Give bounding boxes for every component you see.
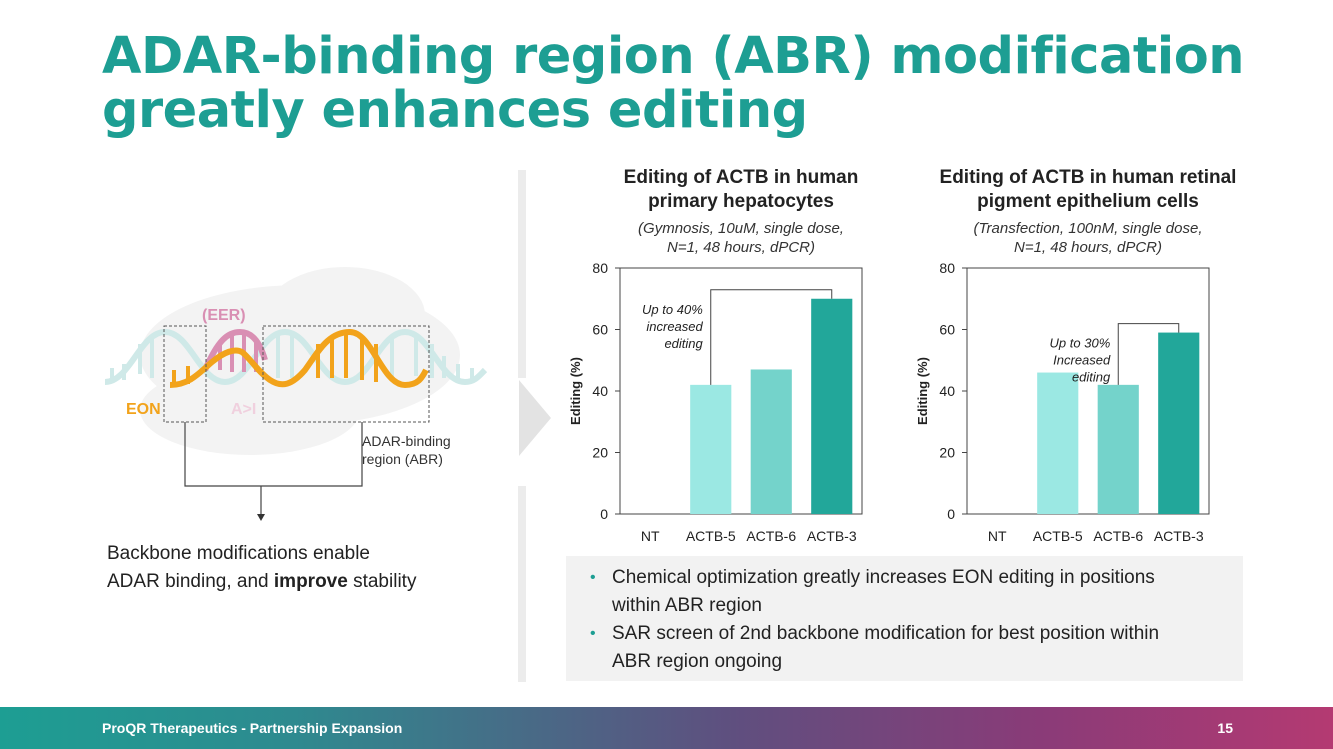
y-tick-label: 80 — [592, 260, 608, 276]
bar — [690, 384, 732, 514]
abr-label: ADAR-binding region (ABR) — [362, 433, 451, 467]
bar — [1158, 332, 1200, 514]
chart-subtitle: (Gymnosis, 10uM, single dose, N=1, 48 ho… — [638, 220, 844, 256]
y-tick-label: 60 — [592, 322, 608, 338]
vertical-divider-top — [518, 170, 526, 378]
eer-strand — [202, 328, 268, 372]
annotation-text: Increased — [1053, 353, 1111, 368]
arrow-right-icon — [519, 380, 551, 456]
bullet-dot-icon: • — [590, 625, 596, 642]
y-tick-label: 40 — [939, 383, 955, 399]
page-number: 15 — [1217, 720, 1233, 736]
y-tick-label: 0 — [947, 506, 955, 522]
annotation-text: Up to 40% — [642, 302, 703, 317]
eon-base-pairs — [172, 334, 378, 386]
bar — [1037, 372, 1079, 514]
eon-strand — [169, 328, 429, 389]
eon-dashed-box — [163, 325, 207, 423]
x-tick-label: ACTB-3 — [1154, 528, 1204, 544]
bar-chart-rpe: 0 20 40 60 80 Editing (%) NT ACTB-5 ACTB-6 ACTB-3… — [915, 260, 1210, 544]
annotation-text: increased — [646, 319, 703, 334]
y-tick-label: 20 — [592, 445, 608, 461]
vertical-divider-bottom — [518, 486, 526, 682]
bullet-dot-icon: • — [590, 569, 596, 586]
eon-adar-diagram: (EER) EON A>I ADAR-binding region (ABR) — [100, 260, 500, 530]
a-to-i-label: A>I — [231, 401, 257, 418]
connector-line — [184, 422, 363, 487]
x-tick-label: ACTB-6 — [746, 528, 796, 544]
chart-title: Editing of ACTB in human primary hepatoc… — [623, 167, 859, 212]
backbone-description: Backbone modifications enable ADAR bindi… — [107, 543, 417, 592]
annotation-text: editing — [664, 336, 703, 351]
eon-label: EON — [126, 401, 161, 418]
x-tick-label: NT — [988, 528, 1007, 544]
x-tick-label: ACTB-6 — [1093, 528, 1143, 544]
annotation-text: editing — [1072, 370, 1111, 385]
x-tick-label: ACTB-5 — [686, 528, 736, 544]
x-tick-label: ACTB-5 — [1033, 528, 1083, 544]
chart-rpe-cells: Editing of ACTB in human retinal pigment… — [913, 166, 1263, 550]
arrow-down-icon — [257, 514, 265, 521]
y-axis-label: Editing (%) — [915, 357, 930, 425]
key-points-box: • Chemical optimization greatly increase… — [566, 556, 1243, 681]
helix-base-pairs — [110, 336, 474, 382]
eer-label: (EER) — [202, 307, 246, 324]
rna-helix-illustration — [104, 267, 488, 521]
x-tick-label: NT — [641, 528, 660, 544]
chart-subtitle: (Transfection, 100nM, single dose, N=1, … — [973, 220, 1203, 256]
y-axis-label: Editing (%) — [568, 357, 583, 425]
slide-title-line-1: ADAR-binding region (ABR) modification — [102, 27, 1245, 86]
bar — [750, 369, 792, 514]
bullet-item: • Chemical optimization greatly increase… — [590, 564, 1223, 620]
y-tick-label: 20 — [939, 445, 955, 461]
annotation-bracket — [1117, 323, 1180, 385]
annotation-bracket — [710, 289, 833, 385]
x-tick-label: ACTB-3 — [807, 528, 857, 544]
footer-text: ProQR Therapeutics - Partnership Expansi… — [102, 720, 403, 736]
abr-dashed-box — [262, 325, 430, 423]
chart-hepatocytes: Editing of ACTB in human primary hepatoc… — [566, 166, 916, 550]
y-tick-label: 80 — [939, 260, 955, 276]
bullet-item: • SAR screen of 2nd backbone modificatio… — [590, 620, 1223, 676]
y-tick-label: 60 — [939, 322, 955, 338]
annotation-text: Up to 30% — [1050, 336, 1111, 351]
footer-bar: ProQR Therapeutics - Partnership Expansi… — [0, 707, 1333, 749]
y-tick-label: 40 — [592, 383, 608, 399]
bar — [811, 298, 853, 514]
slide-title: ADAR-binding region (ABR) modification g… — [102, 30, 1252, 138]
chart-title: Editing of ACTB in human retinal pigment… — [939, 167, 1237, 212]
bar-chart-hepatocytes: 0 20 40 60 80 Editing (%) NT ACTB-5 ACTB-6 ACTB-3… — [568, 260, 863, 544]
y-tick-label: 0 — [600, 506, 608, 522]
slide-title-line-2: greatly enhances editing — [102, 81, 808, 140]
bar — [1097, 384, 1139, 514]
